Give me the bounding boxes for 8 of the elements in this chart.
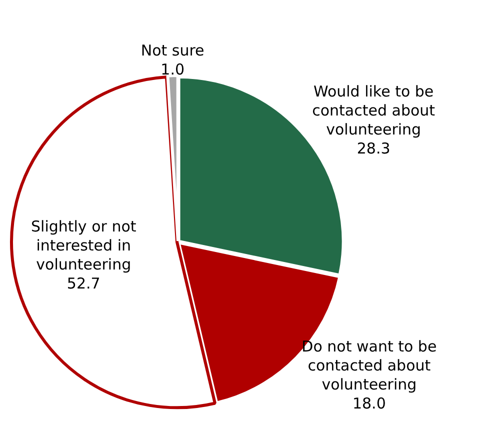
data-label: 18.0 <box>352 394 386 413</box>
data-label: 52.7 <box>66 274 100 292</box>
slice-label: Slightly or not interested in volunteering <box>30 217 136 274</box>
slice-label: Would like to be contacted about volunteering <box>312 82 436 138</box>
slice-label: Do not want to be contacted about volunteering <box>302 338 437 394</box>
slice-label: Not sure <box>140 42 204 60</box>
data-label: 28.3 <box>356 139 390 158</box>
data-label: 1.0 <box>160 60 185 79</box>
